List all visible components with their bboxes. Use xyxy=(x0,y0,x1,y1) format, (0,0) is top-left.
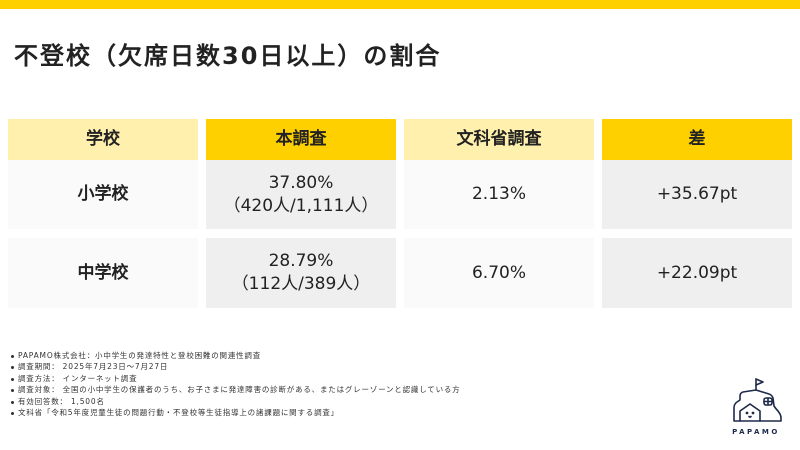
mext-cell: 6.70% xyxy=(404,238,594,308)
school-cell: 小学校 xyxy=(8,160,198,229)
header-difference: 差 xyxy=(602,119,792,160)
footnote-item: 調査期間： 2025年7月23日～7月27日 xyxy=(10,361,460,372)
header-mext-survey: 文科省調査 xyxy=(404,119,594,160)
survey-rate: 28.79% xyxy=(268,251,334,272)
mext-rate: 2.13% xyxy=(471,184,526,205)
survey-count: （112人/389人） xyxy=(231,274,371,294)
survey-count: （420人/1,111人） xyxy=(223,195,379,216)
footnote-item: 文科省「令和5年度児童生徒の問題行動・不登校等生徒指導上の諸課題に関する調査」 xyxy=(10,407,460,418)
footnote-item: 有効回答数： 1,500名 xyxy=(10,396,460,407)
difference-cell: +22.09pt xyxy=(602,238,792,308)
mext-cell: 2.13% xyxy=(404,160,594,229)
footnotes-list: PAPAMO株式会社：小中学生の発達特性と登校困難の関連性調査 調査期間： 20… xyxy=(10,350,460,418)
header-school: 学校 xyxy=(8,119,198,160)
footnote-item: 調査方法： インターネット調査 xyxy=(10,373,460,384)
difference-cell: +35.67pt xyxy=(602,160,792,229)
survey-rate: 37.80% xyxy=(268,172,334,193)
school-label: 小学校 xyxy=(77,184,129,205)
mext-rate: 6.70% xyxy=(471,262,526,283)
footnote-item: PAPAMO株式会社：小中学生の発達特性と登校困難の関連性調査 xyxy=(10,350,460,361)
table-header-row: 学校 本調査 文科省調査 差 xyxy=(8,119,792,160)
table-row: 小学校 37.80% （420人/1,111人） 2.13% +35.67pt xyxy=(8,160,792,229)
school-cell: 中学校 xyxy=(8,238,198,308)
comparison-table: 学校 本調査 文科省調査 差 小学校 37.80% （420人/1,111人） … xyxy=(8,119,792,308)
survey-cell: 28.79% （112人/389人） xyxy=(206,238,396,308)
difference-value: +22.09pt xyxy=(656,262,738,283)
table-row: 中学校 28.79% （112人/389人） 6.70% +22.09pt xyxy=(8,238,792,308)
top-accent-bar xyxy=(0,0,800,9)
papamo-logo: PAPAMO xyxy=(728,376,784,436)
logo-text: PAPAMO xyxy=(732,428,780,436)
difference-value: +35.67pt xyxy=(656,184,738,205)
house-with-flag-logo-icon xyxy=(733,378,782,422)
header-this-survey: 本調査 xyxy=(206,119,396,160)
school-label: 中学校 xyxy=(77,262,129,283)
footnote-item: 調査対象： 全国の小中学生の保護者のうち、お子さまに発達障害の診断がある、または… xyxy=(10,384,460,395)
page-title: 不登校（欠席日数30日以上）の割合 xyxy=(14,42,442,70)
survey-cell: 37.80% （420人/1,111人） xyxy=(206,160,396,229)
